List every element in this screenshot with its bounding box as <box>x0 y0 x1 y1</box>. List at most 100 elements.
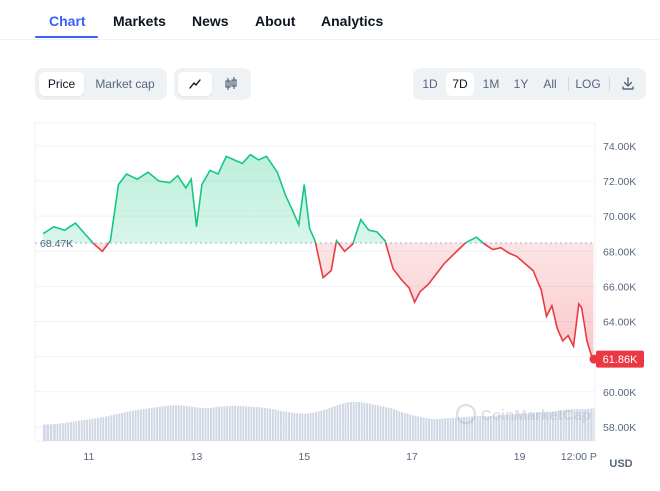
volume-bar <box>344 402 347 441</box>
volume-bar <box>298 413 301 441</box>
tab-bar: Chart Markets News About Analytics <box>0 0 660 40</box>
volume-bar <box>358 402 360 441</box>
volume-bar <box>309 412 312 441</box>
volume-bar <box>363 402 366 441</box>
tab-about[interactable]: About <box>255 13 296 29</box>
volume-bar <box>554 411 557 441</box>
volume-bar <box>522 413 525 441</box>
reference-price-label: 68.47K <box>40 238 73 250</box>
volume-bar <box>293 412 296 441</box>
x-tick-label: 13 <box>191 451 203 463</box>
x-tick-label: 15 <box>298 451 310 463</box>
download-button[interactable] <box>614 72 642 96</box>
volume-bar <box>288 412 290 441</box>
timeframe-all[interactable]: All <box>543 77 557 91</box>
volume-bar <box>382 406 385 441</box>
volume-bar <box>325 409 328 441</box>
y-tick-label: 60.00K <box>603 387 636 399</box>
volume-bar <box>94 418 97 441</box>
price-toggle-button[interactable]: Price <box>39 72 84 96</box>
tab-markets[interactable]: Markets <box>113 13 166 29</box>
volume-bar <box>465 416 468 441</box>
volume-bar <box>306 413 309 441</box>
volume-bar <box>266 408 269 441</box>
volume-bar <box>471 416 474 441</box>
volume-bar <box>191 406 194 441</box>
timeframe-1d[interactable]: 1D <box>422 77 438 91</box>
volume-bar <box>56 423 59 441</box>
volume-bar <box>204 408 207 441</box>
log-scale-button[interactable]: LOG <box>575 77 601 91</box>
volume-bar <box>99 417 102 441</box>
volume-bar <box>228 405 231 441</box>
volume-bar <box>113 414 115 441</box>
volume-bar <box>277 410 280 441</box>
volume-bar <box>366 403 369 441</box>
watermark: CoinMarketCap <box>455 403 591 425</box>
volume-bar <box>430 418 433 441</box>
currency-label: USD <box>609 458 632 470</box>
volume-bar <box>411 415 414 441</box>
volume-bar <box>525 413 527 441</box>
volume-bar <box>341 403 344 441</box>
volume-bar <box>53 424 56 441</box>
volume-bar <box>245 406 247 441</box>
current-price-label: 61.86K <box>603 354 639 366</box>
volume-bar <box>444 418 447 441</box>
volume-bar <box>409 414 412 441</box>
volume-bar <box>80 420 83 441</box>
volume-bar <box>258 407 261 441</box>
volume-bar <box>223 406 226 441</box>
volume-bar <box>350 402 352 441</box>
volume-bar <box>498 415 500 441</box>
tab-chart[interactable]: Chart <box>49 13 86 29</box>
price-chart[interactable]: CoinMarketCap 68.47K 74.00K 72.00K 70.00K 6… <box>0 120 660 491</box>
volume-bar <box>535 412 538 441</box>
volume-bar <box>519 413 522 441</box>
volume-bar <box>290 412 293 441</box>
volume-bar <box>420 417 422 441</box>
download-divider <box>609 77 610 91</box>
volume-bar <box>511 414 514 441</box>
volume-bars <box>43 402 595 441</box>
line-chart-button[interactable] <box>178 72 212 96</box>
y-tick-label: 68.00K <box>603 246 636 258</box>
volume-bar <box>193 407 196 441</box>
volume-bar <box>333 406 336 441</box>
volume-bar <box>436 418 439 441</box>
volume-bar <box>360 402 363 441</box>
market-cap-toggle-button[interactable]: Market cap <box>95 77 155 91</box>
volume-bar <box>234 405 237 441</box>
chart-style-toggle <box>174 68 251 100</box>
volume-bar <box>562 409 565 441</box>
volume-bar <box>188 406 191 441</box>
volume-bar <box>476 416 479 441</box>
volume-bar <box>301 413 304 441</box>
current-price-box <box>596 350 644 368</box>
timeframe-1m[interactable]: 1M <box>482 77 500 91</box>
tab-analytics[interactable]: Analytics <box>321 13 384 29</box>
volume-bar <box>530 412 533 441</box>
timeframe-1y[interactable]: 1Y <box>513 77 529 91</box>
volume-bar <box>455 417 457 441</box>
volume-bar <box>220 406 223 441</box>
volume-bar <box>481 416 484 441</box>
volume-bar <box>590 408 593 441</box>
volume-bar <box>570 409 573 441</box>
volume-bar <box>59 423 62 441</box>
current-price-tag: 61.86K <box>589 350 644 368</box>
y-tick-label: 66.00K <box>603 281 636 293</box>
volume-bar <box>565 409 568 441</box>
volume-bar <box>255 407 258 441</box>
volume-bar <box>468 416 471 441</box>
timeframe-7d[interactable]: 7D <box>446 72 474 96</box>
volume-bar <box>336 405 339 441</box>
volume-bar <box>347 402 350 441</box>
volume-bar <box>242 406 245 441</box>
candlestick-button[interactable] <box>214 72 248 96</box>
volume-bar <box>371 404 374 441</box>
tab-news[interactable]: News <box>192 13 229 29</box>
y-tick-label: 64.00K <box>603 317 636 329</box>
volume-bar <box>121 412 124 441</box>
volume-bar <box>118 413 121 441</box>
